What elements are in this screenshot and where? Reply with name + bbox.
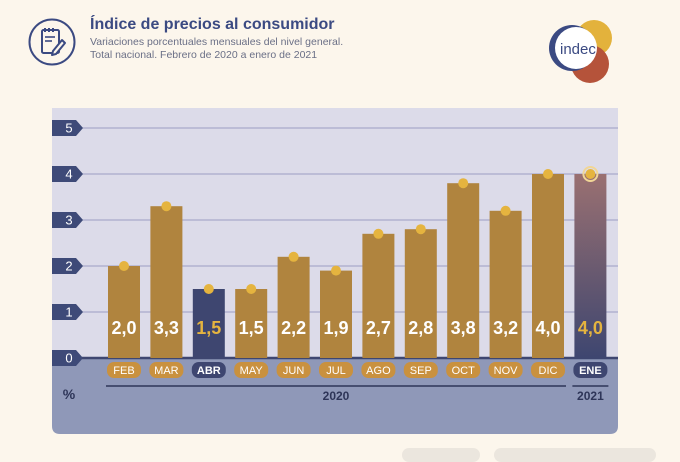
month-tag (191, 362, 226, 378)
logo-text: indec (560, 41, 596, 58)
data-point (161, 201, 172, 212)
data-label: 4,0 (578, 318, 603, 338)
x-tick-label: AGO (366, 365, 391, 377)
x-tick-label: ENE (579, 365, 602, 377)
y-tick-label: 2 (65, 259, 72, 274)
bar (150, 206, 183, 358)
x-tick-label: NOV (494, 365, 518, 377)
data-label: 1,5 (196, 318, 221, 338)
data-point-halo (582, 166, 599, 182)
data-point (203, 284, 214, 294)
bar (574, 174, 607, 358)
y-axis-unit: % (63, 386, 76, 402)
bar-chart: 0 1 2 3 4 5 2,0 FEB 3,3 MAR 1,5 ABR 1,5 MAY 2,2 JUN 1,9 J… (52, 108, 618, 434)
bar (320, 270, 352, 358)
y-tick-marker (52, 120, 83, 136)
data-point (288, 251, 299, 262)
month-tag (149, 362, 184, 378)
bar (235, 289, 268, 358)
y-tick-marker (52, 350, 83, 366)
x-tick-label: JUN (283, 365, 304, 377)
bottom-button-left[interactable] (402, 448, 480, 462)
month-tag (488, 362, 523, 378)
y-tick-label: 0 (65, 351, 72, 366)
data-label: 2,0 (111, 318, 136, 338)
data-point (585, 169, 596, 179)
y-tick-marker (52, 212, 83, 228)
data-point (373, 228, 384, 239)
bar (192, 289, 225, 358)
bar (489, 210, 522, 358)
subtitle-line-2: Total nacional. Febrero de 2020 a enero … (90, 49, 318, 61)
month-tag (276, 362, 311, 378)
data-point (543, 169, 553, 179)
x-tick-label: DIC (539, 365, 558, 377)
month-tag (446, 362, 481, 378)
data-point (246, 284, 257, 294)
y-tick-label: 4 (65, 167, 72, 182)
data-label: 2,7 (366, 318, 391, 338)
data-label: 3,8 (451, 318, 476, 338)
page-subtitle: Variaciones porcentuales mensuales del n… (90, 36, 343, 62)
x-tick-label: OCT (452, 365, 476, 377)
y-tick-label: 1 (65, 305, 72, 320)
x-tick-label: JUL (326, 365, 346, 377)
data-label: 2,8 (408, 318, 433, 338)
x-tick-label: MAY (240, 365, 264, 377)
x-tick-label: ABR (197, 365, 221, 377)
data-point (415, 224, 426, 235)
data-label: 4,0 (535, 318, 560, 338)
month-tag (319, 362, 353, 378)
year-label: 2020 (323, 389, 350, 403)
data-label: 3,3 (154, 318, 179, 338)
page-title: Índice de precios al consumidor (90, 16, 335, 33)
data-point (119, 261, 129, 271)
x-tick-label: FEB (113, 365, 134, 377)
x-tick-label: MAR (154, 365, 179, 377)
bar (362, 233, 395, 358)
month-tag (234, 362, 269, 378)
data-label: 1,5 (239, 318, 264, 338)
bar (108, 266, 140, 358)
bar (447, 183, 480, 358)
data-point (500, 205, 511, 216)
y-tick-marker (52, 166, 83, 182)
bar (404, 229, 437, 358)
y-tick-marker (52, 304, 83, 320)
month-tag (403, 362, 438, 378)
bottom-button-right[interactable] (494, 448, 656, 462)
data-point (331, 265, 341, 276)
data-label: 1,9 (323, 318, 348, 338)
month-tag (107, 362, 141, 378)
year-label: 2021 (577, 389, 604, 403)
document-edit-icon (28, 18, 76, 66)
bar (532, 174, 564, 358)
subtitle-line-1: Variaciones porcentuales mensuales del n… (90, 36, 344, 48)
y-tick-marker (52, 258, 83, 274)
x-tick-label: SEP (410, 365, 432, 377)
month-tag (531, 362, 565, 378)
bar (277, 256, 310, 358)
y-tick-label: 3 (65, 213, 72, 228)
month-tag (573, 362, 608, 378)
indec-logo (549, 20, 612, 83)
y-tick-label: 5 (65, 121, 72, 136)
data-point (458, 178, 469, 189)
month-tag (361, 362, 396, 378)
data-label: 2,2 (281, 318, 306, 338)
data-label: 3,2 (493, 318, 518, 338)
